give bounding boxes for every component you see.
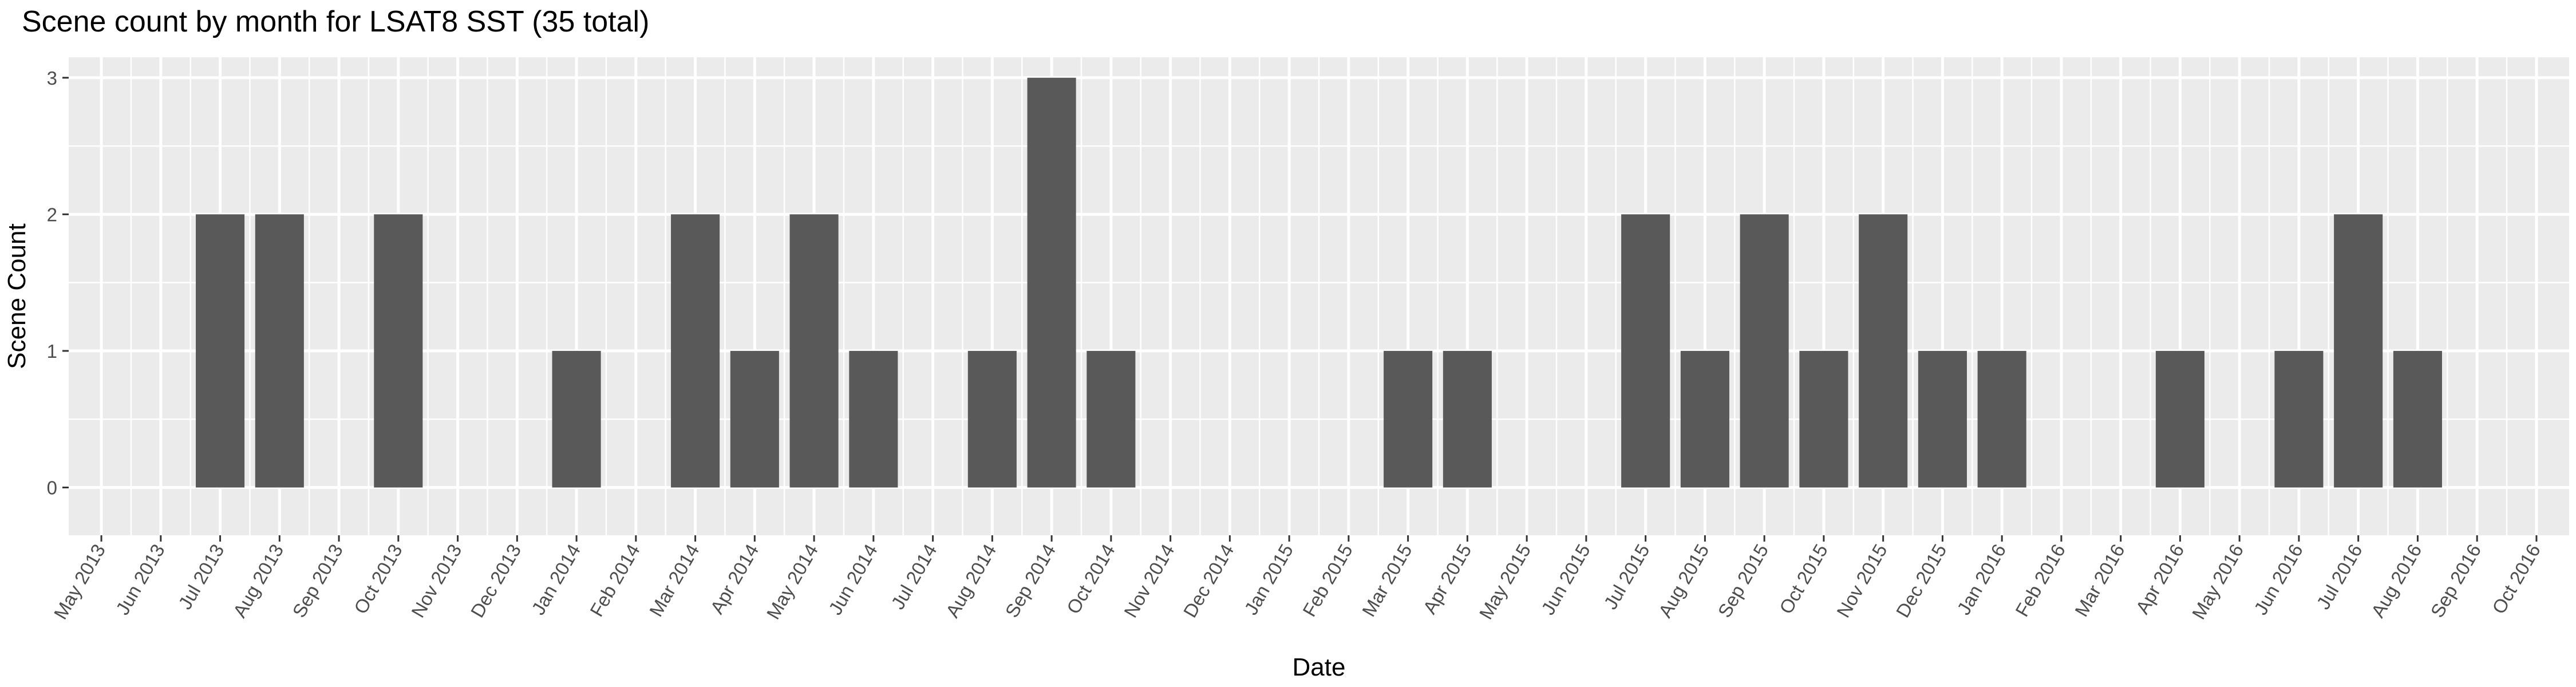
bar xyxy=(2334,214,2383,488)
minor-gridlines xyxy=(69,57,2569,535)
x-tick-label: Sep 2013 xyxy=(288,540,347,621)
bar xyxy=(1977,350,2026,488)
bars xyxy=(196,77,2442,488)
x-tick-label: Apr 2015 xyxy=(1419,540,1475,617)
x-tick-label: May 2014 xyxy=(762,540,823,623)
y-axis-title: Scene Count xyxy=(3,223,31,369)
x-axis: May 2013 Jun 2013 Jul 2013 Aug 2013 Sep 2013… xyxy=(50,535,2545,623)
bar xyxy=(1027,77,1076,488)
bar xyxy=(849,350,898,488)
x-tick-label: Nov 2014 xyxy=(1120,540,1179,621)
bar xyxy=(671,214,720,488)
y-tick-label: 2 xyxy=(47,204,57,225)
x-tick-label: Jun 2015 xyxy=(1537,540,1594,618)
x-tick-label: Mar 2016 xyxy=(2071,540,2129,620)
x-tick-label: Jul 2014 xyxy=(887,540,941,613)
x-tick-label: Sep 2016 xyxy=(2427,540,2486,621)
y-tick-label: 3 xyxy=(47,68,57,89)
bar xyxy=(730,350,779,488)
bar xyxy=(1384,350,1433,488)
bar xyxy=(374,214,423,488)
x-axis-title: Date xyxy=(1293,653,1346,681)
y-tick-label: 1 xyxy=(47,341,57,362)
bar xyxy=(552,350,601,488)
x-tick-label: Sep 2015 xyxy=(1714,540,1773,621)
x-tick-label: Mar 2015 xyxy=(1358,540,1416,620)
x-tick-label: Feb 2016 xyxy=(2011,540,2069,620)
x-tick-label: Feb 2014 xyxy=(586,540,644,620)
bar xyxy=(196,214,245,488)
x-tick-label: Oct 2015 xyxy=(1775,540,1832,617)
x-tick-label: Apr 2016 xyxy=(2131,540,2188,617)
bar xyxy=(1443,350,1492,488)
x-tick-label: Oct 2014 xyxy=(1062,540,1119,617)
x-tick-label: Jun 2014 xyxy=(824,540,882,618)
x-tick-label: Aug 2014 xyxy=(942,540,1001,621)
y-tick-label: 0 xyxy=(47,477,57,499)
x-tick-label: Jul 2013 xyxy=(174,540,228,613)
x-tick-label: Aug 2015 xyxy=(1654,540,1713,621)
chart-title: Scene count by month for LSAT8 SST (35 t… xyxy=(22,5,650,38)
bar xyxy=(1086,350,1136,488)
x-tick-label: Apr 2014 xyxy=(706,540,762,617)
x-tick-label: Oct 2016 xyxy=(2488,540,2545,617)
x-tick-label: May 2016 xyxy=(2188,540,2248,623)
major-gridlines xyxy=(69,57,2569,535)
x-tick-label: Nov 2015 xyxy=(1832,540,1891,621)
bar xyxy=(255,214,304,488)
x-tick-label: Nov 2013 xyxy=(407,540,466,621)
x-tick-label: Aug 2013 xyxy=(229,540,288,621)
x-tick-label: Dec 2013 xyxy=(467,540,526,621)
bar xyxy=(1918,350,1967,488)
x-tick-label: Jan 2016 xyxy=(1953,540,2010,618)
x-tick-label: Sep 2014 xyxy=(1001,540,1060,621)
bar xyxy=(2393,350,2442,488)
bar xyxy=(1740,214,1789,488)
bar xyxy=(789,214,839,488)
x-tick-label: Dec 2014 xyxy=(1179,540,1238,621)
bar xyxy=(1859,214,1908,488)
bar xyxy=(2274,350,2324,488)
x-tick-label: Oct 2013 xyxy=(350,540,406,617)
x-tick-label: Dec 2015 xyxy=(1892,540,1951,621)
x-tick-label: May 2015 xyxy=(1475,540,1535,623)
x-tick-label: Jun 2016 xyxy=(2250,540,2307,618)
x-tick-label: Feb 2015 xyxy=(1298,540,1357,620)
x-tick-label: Jan 2015 xyxy=(1240,540,1297,618)
x-tick-label: Jan 2014 xyxy=(527,540,584,618)
y-axis: 0 1 2 3 xyxy=(47,68,69,499)
x-tick-label: Jul 2015 xyxy=(1599,540,1653,613)
x-tick-label: Jul 2016 xyxy=(2312,540,2366,613)
x-tick-label: Jun 2013 xyxy=(112,540,169,618)
x-tick-label: Mar 2014 xyxy=(645,540,704,620)
x-tick-label: May 2013 xyxy=(50,540,110,623)
bar xyxy=(1799,350,1848,488)
bar xyxy=(1621,214,1670,488)
bar xyxy=(1680,350,1729,488)
x-tick-label: Aug 2016 xyxy=(2367,540,2426,621)
bar xyxy=(2155,350,2204,488)
bar xyxy=(967,350,1017,488)
